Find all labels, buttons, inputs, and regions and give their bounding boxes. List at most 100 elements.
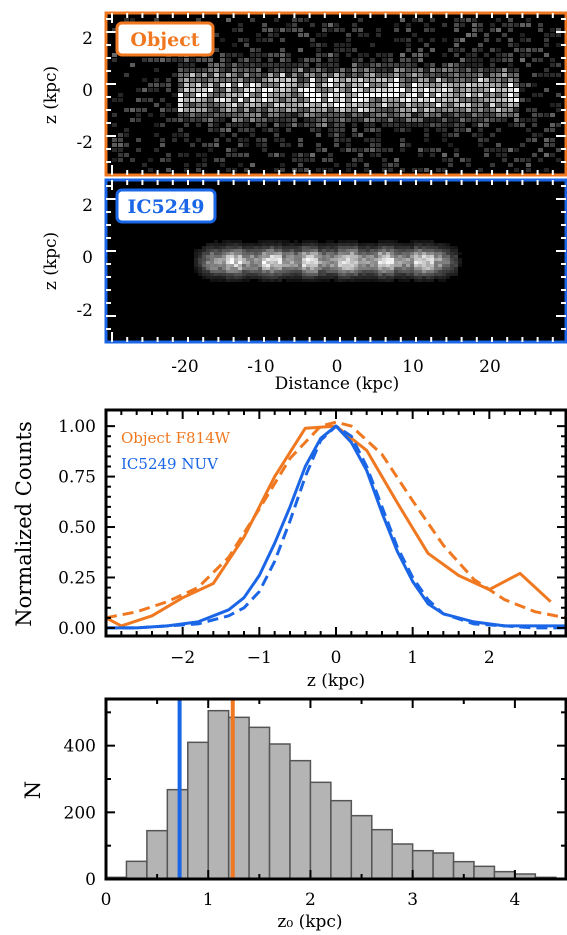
noise-pixel [154, 103, 159, 107]
emission-pixel [286, 276, 290, 279]
noise-pixel [214, 113, 219, 117]
emission-pixel [282, 264, 286, 267]
noise-pixel [298, 63, 303, 67]
noise-pixel [184, 153, 189, 157]
noise-pixel [508, 38, 513, 42]
emission-pixel [382, 276, 386, 279]
noise-pixel [334, 28, 339, 32]
noise-pixel [280, 53, 285, 57]
noise-pixel [496, 73, 501, 77]
noise-pixel [454, 43, 459, 47]
emission-pixel [278, 252, 282, 255]
emission-pixel [402, 255, 406, 258]
emission-pixel [366, 273, 370, 276]
emission-pixel [330, 240, 334, 243]
noise-pixel [424, 53, 429, 57]
noise-pixel [244, 83, 249, 87]
noise-pixel [358, 133, 363, 137]
emission-pixel [234, 255, 238, 258]
noise-pixel [154, 123, 159, 127]
emission-pixel [370, 270, 374, 273]
noise-pixel [184, 88, 189, 92]
noise-pixel [304, 73, 309, 77]
noise-pixel [112, 158, 117, 162]
emission-pixel [378, 252, 382, 255]
noise-pixel [346, 168, 351, 172]
emission-pixel [270, 240, 274, 243]
profile-ticks [105, 410, 567, 636]
emission-pixel [438, 243, 442, 246]
emission-pixel [346, 258, 350, 261]
noise-pixel [298, 78, 303, 82]
noise-pixel [328, 53, 333, 57]
histogram-bar [391, 843, 414, 880]
emission-pixel [294, 273, 298, 276]
emission-pixel [366, 261, 370, 264]
noise-pixel [538, 113, 543, 117]
emission-pixel [358, 264, 362, 267]
noise-pixel [208, 143, 213, 147]
emission-pixel [214, 270, 218, 273]
emission-pixel [198, 255, 202, 258]
noise-pixel [244, 58, 249, 62]
emission-pixel [438, 276, 442, 279]
emission-pixel [362, 252, 366, 255]
emission-pixel [446, 252, 450, 255]
emission-pixel [242, 258, 246, 261]
histogram-bar [207, 709, 230, 880]
histogram-bar [330, 799, 353, 880]
emission-pixel [226, 261, 230, 264]
emission-pixel [270, 261, 274, 264]
emission-pixel [270, 243, 274, 246]
emission-pixel [306, 258, 310, 261]
noise-pixel [172, 133, 177, 137]
noise-pixel [292, 123, 297, 127]
noise-pixel [262, 148, 267, 152]
noise-pixel [472, 103, 477, 107]
noise-pixel [400, 123, 405, 127]
emission-pixel [314, 243, 318, 246]
emission-pixel [222, 279, 226, 282]
noise-pixel [166, 153, 171, 157]
noise-pixel [280, 153, 285, 157]
noise-pixel [232, 28, 237, 32]
ic5249-xtick-neg20: -20 [171, 357, 198, 377]
emission-pixel [258, 276, 262, 279]
emission-pixel [234, 249, 238, 252]
noise-pixel [250, 78, 255, 82]
noise-pixel [148, 83, 153, 87]
noise-pixel [334, 118, 339, 122]
noise-pixel [346, 68, 351, 72]
ic5249-badge: IC5249 [115, 188, 217, 224]
noise-pixel [484, 118, 489, 122]
noise-pixel [346, 33, 351, 37]
noise-pixel [448, 113, 453, 117]
emission-pixel [450, 252, 454, 255]
emission-pixel [366, 267, 370, 270]
noise-pixel [250, 108, 255, 112]
emission-pixel [298, 252, 302, 255]
emission-pixel [330, 255, 334, 258]
noise-pixel [532, 48, 537, 52]
noise-pixel [472, 48, 477, 52]
noise-pixel [316, 53, 321, 57]
emission-pixel [382, 243, 386, 246]
noise-pixel [184, 68, 189, 72]
noise-pixel [400, 78, 405, 82]
emission-pixel [374, 252, 378, 255]
noise-pixel [370, 88, 375, 92]
noise-pixel [400, 148, 405, 152]
noise-pixel [556, 93, 561, 97]
emission-pixel [362, 270, 366, 273]
noise-pixel [256, 93, 261, 97]
emission-pixel [422, 267, 426, 270]
noise-pixel [460, 128, 465, 132]
noise-pixel [346, 98, 351, 102]
noise-pixel [268, 33, 273, 37]
noise-pixel [370, 58, 375, 62]
noise-pixel [262, 128, 267, 132]
noise-pixel [232, 68, 237, 72]
noise-pixel [274, 113, 279, 117]
emission-pixel [298, 258, 302, 261]
noise-pixel [406, 48, 411, 52]
